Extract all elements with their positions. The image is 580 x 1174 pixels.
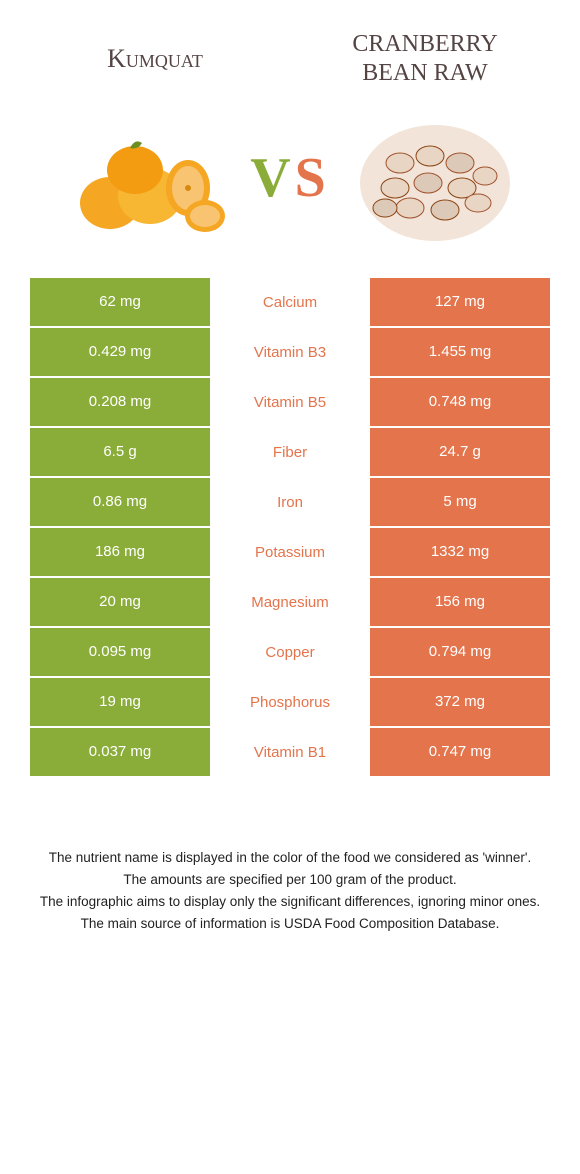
right-value: 1.455 mg xyxy=(370,328,550,378)
left-value: 20 mg xyxy=(30,578,210,628)
nutrient-label: Vitamin B3 xyxy=(210,328,370,378)
table-row: 0.095 mgCopper0.794 mg xyxy=(30,628,550,678)
right-value: 127 mg xyxy=(370,278,550,328)
left-value: 19 mg xyxy=(30,678,210,728)
table-row: 0.208 mgVitamin B50.748 mg xyxy=(30,378,550,428)
table-row: 20 mgMagnesium156 mg xyxy=(30,578,550,628)
table-row: 6.5 gFiber24.7 g xyxy=(30,428,550,478)
table-row: 62 mgCalcium127 mg xyxy=(30,278,550,328)
right-value: 372 mg xyxy=(370,678,550,728)
nutrient-label: Phosphorus xyxy=(210,678,370,728)
nutrient-label: Potassium xyxy=(210,528,370,578)
footer-notes: The nutrient name is displayed in the co… xyxy=(0,778,580,957)
right-value: 5 mg xyxy=(370,478,550,528)
nutrient-label: Iron xyxy=(210,478,370,528)
footer-line: The infographic aims to display only the… xyxy=(30,892,550,912)
right-food-image xyxy=(350,108,520,248)
footer-line: The nutrient name is displayed in the co… xyxy=(30,848,550,868)
right-value: 1332 mg xyxy=(370,528,550,578)
left-value: 0.86 mg xyxy=(30,478,210,528)
left-value: 186 mg xyxy=(30,528,210,578)
left-value: 0.429 mg xyxy=(30,328,210,378)
left-value: 62 mg xyxy=(30,278,210,328)
table-row: 186 mgPotassium1332 mg xyxy=(30,528,550,578)
nutrient-label: Magnesium xyxy=(210,578,370,628)
left-value: 0.095 mg xyxy=(30,628,210,678)
table-row: 19 mgPhosphorus372 mg xyxy=(30,678,550,728)
nutrient-label: Vitamin B5 xyxy=(210,378,370,428)
table-row: 0.86 mgIron5 mg xyxy=(30,478,550,528)
left-value: 0.037 mg xyxy=(30,728,210,778)
right-value: 0.747 mg xyxy=(370,728,550,778)
footer-line: The main source of information is USDA F… xyxy=(30,914,550,934)
vs-label: VS xyxy=(250,146,330,210)
left-food-title: Kumquat xyxy=(55,43,255,74)
left-food-image xyxy=(60,108,230,248)
nutrient-label: Fiber xyxy=(210,428,370,478)
header-row: Kumquat CRANBERRY BEAN RAW xyxy=(0,0,580,98)
images-vs-row: VS xyxy=(0,98,580,278)
left-value: 6.5 g xyxy=(30,428,210,478)
nutrient-label: Vitamin B1 xyxy=(210,728,370,778)
nutrient-label: Calcium xyxy=(210,278,370,328)
footer-line: The amounts are specified per 100 gram o… xyxy=(30,870,550,890)
nutrient-label: Copper xyxy=(210,628,370,678)
left-value: 0.208 mg xyxy=(30,378,210,428)
table-row: 0.429 mgVitamin B31.455 mg xyxy=(30,328,550,378)
right-value: 24.7 g xyxy=(370,428,550,478)
table-row: 0.037 mgVitamin B10.747 mg xyxy=(30,728,550,778)
comparison-table: 62 mgCalcium127 mg0.429 mgVitamin B31.45… xyxy=(30,278,550,778)
right-value: 0.748 mg xyxy=(370,378,550,428)
right-food-title: CRANBERRY BEAN RAW xyxy=(325,30,525,88)
right-value: 156 mg xyxy=(370,578,550,628)
right-value: 0.794 mg xyxy=(370,628,550,678)
